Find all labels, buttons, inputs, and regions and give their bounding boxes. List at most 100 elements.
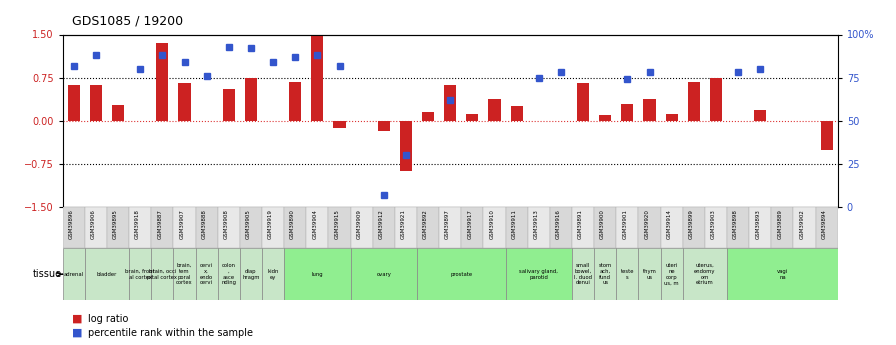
Text: GSM39918: GSM39918 [135,209,140,239]
Text: GSM39902: GSM39902 [799,209,805,239]
Text: GSM39894: GSM39894 [822,209,827,239]
Bar [444,85,456,121]
Text: GSM39889: GSM39889 [778,209,782,239]
Bar [705,207,727,248]
Text: ■: ■ [72,314,82,324]
Text: ovary: ovary [376,272,392,277]
Bar [616,207,639,248]
Bar [174,34,195,207]
Bar [550,34,572,207]
Bar [439,34,461,207]
Bar [621,104,633,121]
Text: GSM39921: GSM39921 [401,209,406,239]
Text: GSM39897: GSM39897 [445,209,451,239]
Text: colon
,
asce
nding: colon , asce nding [221,263,237,285]
Text: GSM39891: GSM39891 [578,209,583,239]
Bar [85,248,129,300]
Text: stom
ach,
fund
us: stom ach, fund us [599,263,612,285]
Bar [373,207,395,248]
Bar [107,34,129,207]
Bar [688,82,700,121]
Bar [129,207,151,248]
Bar [572,248,594,300]
Bar [771,207,794,248]
Bar [311,36,323,121]
Bar [572,34,594,207]
Bar [174,207,195,248]
Bar [660,34,683,207]
Bar [262,34,284,207]
Bar [727,34,749,207]
Text: vagi
na: vagi na [777,269,788,280]
Bar [333,121,346,128]
Bar [107,207,129,248]
Bar [195,207,218,248]
Bar [505,34,528,207]
Bar [306,207,329,248]
Text: GSM39914: GSM39914 [667,209,672,239]
Text: GSM39892: GSM39892 [423,209,428,239]
Text: GSM39920: GSM39920 [644,209,650,239]
Bar [218,34,240,207]
Bar [417,34,439,207]
Text: GSM39911: GSM39911 [512,209,517,239]
Bar [572,207,594,248]
Bar [178,83,191,121]
Bar [794,207,815,248]
Bar [174,248,195,300]
Text: GSM39896: GSM39896 [69,209,73,239]
Bar [195,248,218,300]
Bar [666,114,677,121]
Text: prostate: prostate [451,272,472,277]
Text: small
bowel,
l. duod
denui: small bowel, l. duod denui [574,263,592,285]
Text: GSM39904: GSM39904 [313,209,317,239]
Bar [505,207,528,248]
Text: GSM39917: GSM39917 [468,209,472,239]
Bar [284,34,306,207]
Bar [749,34,771,207]
Text: ■: ■ [72,328,82,338]
Bar [683,207,705,248]
Bar [350,34,373,207]
Bar [821,121,832,149]
Text: uterus,
endomy
om
etrium: uterus, endomy om etrium [694,263,716,285]
Text: log ratio: log ratio [88,314,128,324]
Bar [329,34,350,207]
Text: thym
us: thym us [642,269,657,280]
Text: teste
s: teste s [621,269,634,280]
Bar [683,34,705,207]
Bar [528,207,550,248]
Bar [378,121,390,131]
Bar [417,207,439,248]
Bar [129,34,151,207]
Bar [329,207,350,248]
Bar [417,248,505,300]
Bar [240,207,262,248]
Bar [639,248,660,300]
Bar [528,34,550,207]
Bar [639,34,660,207]
Bar [85,207,107,248]
Bar [815,34,838,207]
Bar [350,207,373,248]
Text: adrenal: adrenal [64,272,84,277]
Text: lung: lung [312,272,323,277]
Bar [68,85,80,121]
Bar [112,105,125,121]
Bar [594,207,616,248]
Text: GSM39906: GSM39906 [90,209,96,239]
Bar [488,99,501,121]
Bar [594,248,616,300]
Bar [439,207,461,248]
Text: GSM39903: GSM39903 [711,209,716,239]
Bar [350,248,417,300]
Text: GSM39907: GSM39907 [179,209,185,239]
Text: diap
hragm: diap hragm [242,269,260,280]
Bar [727,207,749,248]
Bar [749,207,771,248]
Text: GSM39910: GSM39910 [489,209,495,239]
Bar [245,78,257,121]
Bar [594,34,616,207]
Bar [240,34,262,207]
Bar [616,248,639,300]
